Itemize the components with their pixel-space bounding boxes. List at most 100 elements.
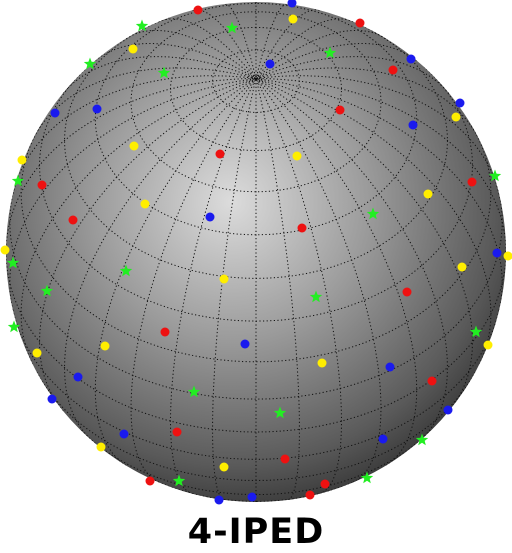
red-dot-marker [193, 5, 203, 15]
red-dot-marker [160, 327, 170, 337]
sphere-body [6, 2, 506, 502]
red-dot-marker [68, 215, 78, 225]
blue-dot-marker [408, 120, 418, 130]
green-star-marker [6, 256, 20, 269]
yellow-dot-marker [219, 274, 229, 284]
blue-dot-marker [265, 59, 275, 69]
grid-line [20, 123, 492, 363]
grid-line [6, 251, 506, 433]
green-star-marker [309, 290, 323, 303]
blue-dot-marker [119, 429, 129, 439]
red-dot-marker [172, 427, 182, 437]
grid-line [95, 42, 257, 79]
yellow-dot-marker [317, 358, 327, 368]
blue-dot-marker [50, 108, 60, 118]
red-dot-marker [280, 454, 290, 464]
red-dot-marker [427, 376, 437, 386]
red-dot-marker [37, 180, 47, 190]
grid-line [255, 78, 474, 412]
red-dot-marker [335, 105, 345, 115]
yellow-dot-marker [423, 189, 433, 199]
green-star-marker [225, 21, 239, 34]
green-star-marker [172, 474, 186, 487]
blue-dot-marker [443, 405, 453, 415]
yellow-dot-marker [451, 112, 461, 122]
grid-line [12, 75, 257, 195]
red-dot-marker [388, 65, 398, 75]
green-star-marker [11, 174, 25, 187]
grid-line [169, 26, 343, 152]
grid-line [6, 78, 257, 253]
yellow-dot-marker [0, 245, 10, 255]
grid-line [36, 371, 476, 482]
red-dot-marker [297, 223, 307, 233]
red-dot-marker [355, 18, 365, 28]
grid-line [20, 78, 257, 365]
blue-dot-marker [205, 212, 215, 222]
red-dot-marker [402, 287, 412, 297]
green-star-marker [273, 406, 287, 419]
lat-lon-grid [6, 2, 506, 502]
yellow-dot-marker [219, 462, 229, 472]
yellow-dot-marker [292, 151, 302, 161]
green-star-marker [323, 46, 337, 59]
grid-line [255, 75, 500, 195]
green-star-marker [366, 207, 380, 220]
blue-dot-marker [240, 339, 250, 349]
green-star-marker [469, 325, 483, 338]
green-star-marker [360, 471, 374, 484]
yellow-dot-marker [457, 262, 467, 272]
green-star-marker [7, 320, 21, 333]
grid-line [255, 42, 417, 79]
green-star-marker [119, 264, 133, 277]
green-star-marker [187, 385, 201, 398]
grid-line [255, 9, 320, 79]
grid-line [12, 309, 500, 460]
blue-dot-marker [247, 492, 257, 502]
grid-line [255, 78, 506, 253]
figure-caption: 4-IPED [187, 512, 325, 552]
green-star-marker [40, 284, 54, 297]
blue-dot-marker [73, 372, 83, 382]
blue-dot-marker [92, 104, 102, 114]
grid-line [151, 478, 361, 502]
blue-dot-marker [385, 362, 395, 372]
red-dot-marker [305, 490, 315, 500]
yellow-dot-marker [17, 155, 27, 165]
red-dot-marker [215, 149, 225, 159]
yellow-dot-marker [32, 348, 42, 358]
blue-dot-marker [214, 495, 224, 505]
grid-line [255, 78, 300, 501]
red-dot-marker [145, 476, 155, 486]
grid-line [38, 78, 257, 412]
yellow-dot-marker [140, 199, 150, 209]
blue-dot-marker [378, 434, 388, 444]
green-star-marker [488, 169, 502, 182]
blue-dot-marker [406, 54, 416, 64]
blue-dot-marker [455, 98, 465, 108]
yellow-dot-marker [100, 341, 110, 351]
grid-line [192, 9, 257, 79]
green-star-marker [157, 66, 171, 79]
grid-line [255, 78, 418, 466]
yellow-dot-marker [128, 44, 138, 54]
grid-line [94, 2, 418, 236]
grid-line [94, 78, 257, 466]
grid-line [255, 78, 492, 365]
green-star-marker [83, 57, 97, 70]
yellow-dot-marker [503, 251, 512, 261]
yellow-dot-marker [96, 442, 106, 452]
green-star-marker [135, 19, 149, 32]
blue-dot-marker [287, 0, 297, 8]
red-dot-marker [320, 479, 330, 489]
yellow-dot-marker [288, 14, 298, 24]
blue-dot-marker [47, 394, 57, 404]
grid-line [9, 184, 503, 400]
green-star-marker [415, 433, 429, 446]
yellow-dot-marker [129, 141, 139, 151]
marker-layer [0, 0, 512, 505]
yellow-dot-marker [483, 340, 493, 350]
grid-line [212, 78, 257, 501]
red-dot-marker [467, 177, 477, 187]
